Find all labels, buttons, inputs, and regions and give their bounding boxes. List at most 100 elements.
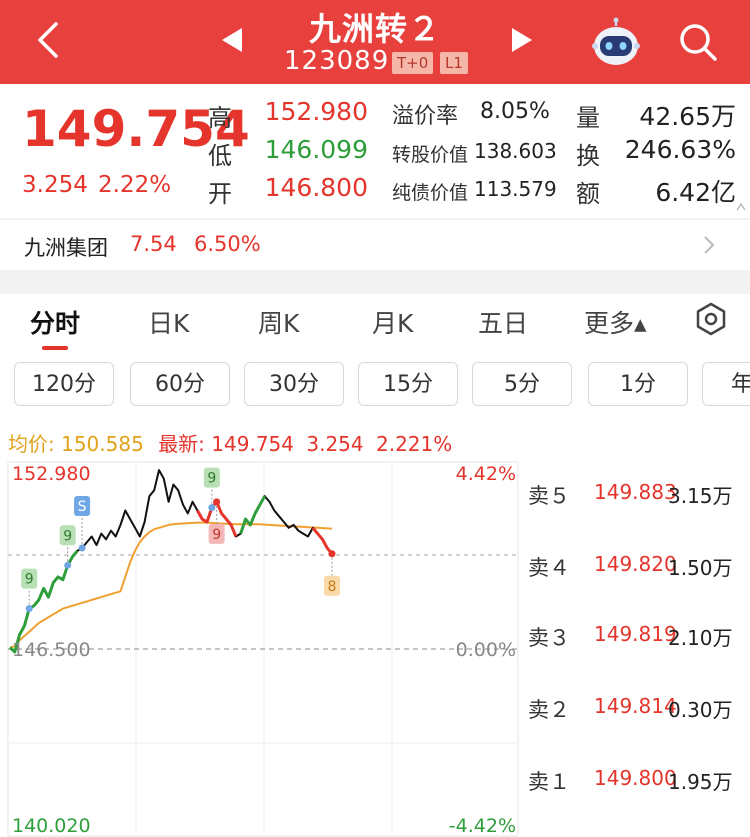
signal-marker-label: S [78,499,87,515]
signal-marker-badge[interactable] [59,525,76,546]
order-book-volume: 0.30万 [668,698,733,722]
order-book-price: 149.819 [594,622,677,646]
price-line-green-segment-2 [239,495,267,535]
order-book-price: 149.820 [594,552,677,576]
signal-marker-label: 9 [212,527,221,543]
volume-label: 量 [576,104,600,132]
underlying-stock-price: 7.54 [130,232,177,256]
signal-marker-badge[interactable] [203,467,220,488]
chip-1min[interactable]: 1分 [588,362,688,406]
signal-marker-badge[interactable] [324,575,340,596]
chip-120min[interactable]: 120分 [14,362,114,406]
signal-marker-label: 8 [328,579,337,595]
l1-badge: L1 [440,52,468,74]
t0-badge: T+0 [392,52,434,74]
high-value: 152.980 [264,97,368,126]
premium-label: 溢价率 [392,104,459,129]
signal-point [328,550,336,558]
signal-point [208,504,216,512]
order-book-price: 149.883 [594,480,677,504]
order-book-row: 卖５ 149.883 3.15万 [528,480,750,520]
turnover-value: 246.63% [624,135,736,164]
tab-weekly-k[interactable]: 周K [258,309,300,338]
order-book-row: 卖２ 149.814 0.30万 [528,694,750,734]
pct-tick-top: 4.42% [456,463,516,485]
search-icon[interactable] [676,20,720,64]
order-book-row: 卖１ 149.800 1.95万 [528,766,750,806]
signal-marker-badge[interactable] [21,568,38,589]
chip-15min[interactable]: 15分 [358,362,458,406]
order-book-level: 卖２ [528,698,570,722]
tab-monthly-k[interactable]: 月K [372,309,414,338]
high-label: 高 [208,104,232,132]
order-book-level: 卖４ [528,556,570,580]
order-book-volume: 2.10万 [668,626,733,650]
signal-point [78,544,86,552]
avg-label: 均价: [8,432,55,456]
premium-value: 8.05% [480,99,550,124]
price-change: 3.254 [22,172,88,198]
section-gap [0,270,750,294]
y-tick-top: 152.980 [12,463,91,485]
hexagon-settings-icon[interactable] [694,302,728,336]
order-book-price: 149.800 [594,766,677,790]
last-price: 149.754 [22,100,250,158]
amount-value: 6.42亿 [655,178,736,207]
chip-60min[interactable]: 60分 [130,362,230,406]
pct-tick-base: 0.00% [456,639,516,661]
order-book-volume: 3.15万 [668,484,733,508]
chart-legend: 均价: 150.585 最新: 149.754 3.254 2.221% [8,428,452,457]
price-line [9,469,333,653]
order-book-row: 卖４ 149.820 1.50万 [528,552,750,592]
turnover-label: 换 [576,142,600,170]
order-book-level: 卖３ [528,626,570,650]
order-book-row: 卖３ 149.819 2.10万 [528,622,750,662]
avg-value: 150.585 [61,432,144,456]
avg-price-line [9,521,333,649]
order-book-level: 卖１ [528,770,570,794]
chart-tabs: 分时 日K 周K 月K 五日 更多▴ [0,294,750,358]
y-tick-bottom: 140.020 [12,815,91,837]
y-tick-base: 146.500 [12,639,91,661]
latest-label: 最新: [158,432,205,456]
chip-year[interactable]: 年 [702,362,750,406]
next-triangle-icon[interactable] [512,28,532,52]
chip-5min[interactable]: 5分 [472,362,572,406]
signal-point [25,605,33,613]
page-title: 九洲转２ [308,10,441,48]
expand-chevron-icon[interactable] [736,202,746,212]
signal-point [64,561,72,569]
quote-panel: 149.754 3.254 2.22% 高 低 开 152.980 146.09… [0,84,750,220]
low-value: 146.099 [264,135,368,164]
price-line-red-segment-2 [311,526,334,555]
underlying-stock-row[interactable]: 九洲集团 7.54 6.50% [0,220,750,270]
tab-daily-k[interactable]: 日K [148,309,190,338]
tab-intraday[interactable]: 分时 [30,309,81,338]
low-label: 低 [208,142,232,170]
price-line-green-segment [8,549,79,654]
signal-marker-badge[interactable] [74,495,91,516]
bond-code: 123089 [284,46,390,76]
active-tab-indicator [42,346,68,350]
tab-five-day[interactable]: 五日 [478,309,529,338]
signal-marker-label: 9 [63,528,72,544]
price-change-pct: 2.22% [98,172,172,198]
order-book-level: 卖５ [528,484,570,508]
bond-value: 113.579 [474,177,557,201]
signal-marker-label: 9 [25,572,34,588]
signal-marker-label: 9 [207,471,216,487]
prev-triangle-icon[interactable] [222,28,242,52]
pct-tick-bottom: -4.42% [449,815,516,837]
open-value: 146.800 [264,173,368,202]
underlying-stock-name: 九洲集团 [24,236,108,260]
tab-more[interactable]: 更多▴ [584,309,647,338]
chevron-right-icon[interactable] [700,234,718,256]
signal-marker-badge[interactable] [208,523,225,544]
back-arrow-icon[interactable] [30,18,70,62]
chip-30min[interactable]: 30分 [244,362,344,406]
robot-assistant-icon[interactable] [590,16,642,68]
latest-change-pct: 2.221% [376,432,453,456]
conv-value-label: 转股价值 [392,144,469,166]
divider [0,218,750,220]
